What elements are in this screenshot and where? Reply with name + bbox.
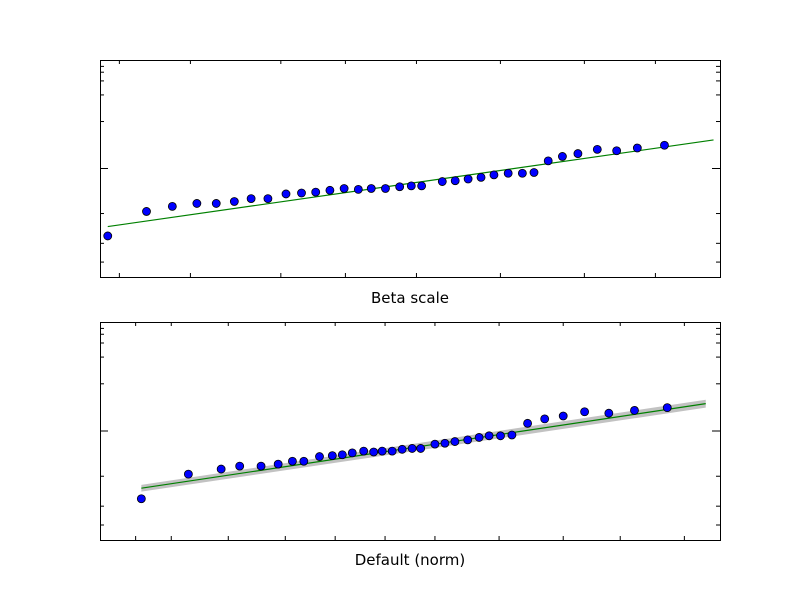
data-point xyxy=(416,444,426,453)
data-point xyxy=(474,433,484,442)
data-point xyxy=(612,146,622,156)
data-point xyxy=(660,140,669,150)
data-point xyxy=(359,446,369,456)
data-point xyxy=(327,451,337,461)
data-point xyxy=(407,444,417,453)
data-point xyxy=(604,408,614,418)
data-point xyxy=(183,469,193,479)
data-point xyxy=(395,182,405,192)
data-point xyxy=(496,431,505,441)
data-point xyxy=(503,168,513,178)
data-point xyxy=(489,170,499,180)
data-point xyxy=(142,207,151,216)
data-point xyxy=(540,414,550,424)
data-point xyxy=(558,411,568,421)
data-point xyxy=(484,431,494,441)
data-point xyxy=(211,199,221,208)
data-point xyxy=(263,194,273,204)
top-tick-marks xyxy=(100,60,720,277)
data-point xyxy=(366,184,376,193)
data-point xyxy=(463,174,473,184)
data-point xyxy=(246,194,256,204)
bottom-tick-marks xyxy=(100,322,720,540)
data-point xyxy=(347,448,357,458)
data-point xyxy=(450,437,460,446)
data-point xyxy=(507,430,517,440)
data-point xyxy=(580,407,589,417)
data-point xyxy=(325,185,335,195)
data-point xyxy=(281,189,291,199)
data-point xyxy=(406,181,416,191)
data-point xyxy=(543,156,553,166)
data-point xyxy=(353,185,363,194)
data-point xyxy=(517,168,527,178)
data-point xyxy=(167,201,177,211)
data-point xyxy=(440,438,450,448)
data-point xyxy=(430,439,440,449)
data-point xyxy=(192,199,202,208)
data-point xyxy=(273,459,283,469)
data-point xyxy=(315,452,324,461)
data-point xyxy=(235,461,245,471)
data-point xyxy=(297,188,306,198)
data-point xyxy=(529,168,539,177)
bottom-x-axis-label: Default (norm) xyxy=(355,551,465,569)
data-point xyxy=(216,464,226,474)
data-point xyxy=(450,176,460,186)
data-point xyxy=(417,181,427,191)
top-plot-frame xyxy=(100,60,721,278)
data-point xyxy=(339,184,349,193)
bottom-plot-frame xyxy=(100,322,721,541)
data-point xyxy=(387,446,397,456)
data-point xyxy=(630,405,639,415)
data-point xyxy=(136,494,146,504)
data-point xyxy=(463,435,473,445)
data-point xyxy=(523,418,532,428)
top-panel: Beta scale xyxy=(100,60,721,307)
bottom-panel: Default (norm) xyxy=(100,322,721,569)
data-point xyxy=(573,149,583,158)
data-point xyxy=(592,144,602,154)
data-point xyxy=(369,447,379,457)
data-point xyxy=(299,456,309,466)
data-point xyxy=(558,152,567,161)
data-point xyxy=(476,172,486,182)
data-point xyxy=(397,444,407,454)
data-point xyxy=(437,177,447,186)
data-point xyxy=(288,456,297,466)
data-point xyxy=(377,446,387,456)
data-point xyxy=(632,143,642,153)
data-point xyxy=(337,450,347,460)
data-point xyxy=(256,461,266,471)
data-point xyxy=(229,197,239,206)
data-point xyxy=(311,187,321,197)
data-point xyxy=(662,403,672,413)
top-x-axis-label: Beta scale xyxy=(371,289,449,307)
data-point xyxy=(103,231,113,241)
data-point xyxy=(381,184,390,193)
